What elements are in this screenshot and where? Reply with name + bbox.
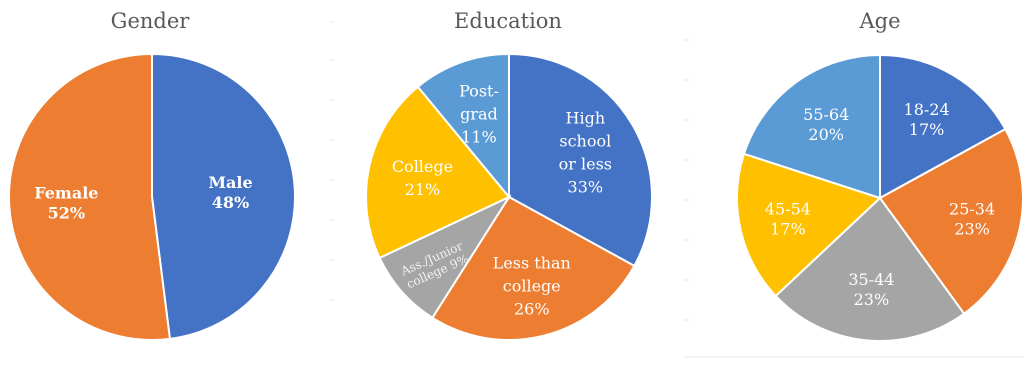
gender-slice-label-0: Male 48% (208, 173, 252, 212)
gender-pie: Male 48% Female 52% (8, 52, 296, 341)
age-chart-title: Age (858, 9, 900, 33)
age-slice-2 (774, 196, 966, 342)
education-slice-2 (378, 194, 512, 320)
age-slice-1 (878, 127, 1024, 316)
gender-slice-1 (8, 52, 172, 341)
gender-chart-title: Gender (111, 9, 191, 33)
age-pie: 18-24 17% 25-34 23% 35-44 23% 45-54 17% 55-64 20% (736, 53, 1024, 342)
education-slice-0 (508, 52, 653, 268)
education-slice-1 (430, 195, 636, 341)
education-chart-title: Education (454, 9, 562, 33)
education-slice-4 (416, 52, 510, 200)
age-slice-label-3: 45-54 17% (765, 200, 811, 239)
age-slice-0 (879, 53, 1007, 200)
age-slice-label-0: 18-24 17% (904, 100, 950, 139)
education-pie: High school or less 33%Less than college 26%A… (365, 52, 653, 341)
gender-slice-0 (151, 52, 296, 340)
education-slice-3 (365, 85, 511, 260)
age-slice-label-1: 25-34 23% (949, 200, 995, 239)
age-slice-4 (742, 53, 881, 200)
age-slice-label-4: 55-64 20% (803, 105, 849, 144)
gender-slice-label-1: Female 52% (34, 183, 98, 222)
education-slice-label-4: Post-grad 11% (459, 82, 499, 147)
education-slice-label-0: High school or less 33% (559, 108, 612, 196)
age-slice-label-2: 35-44 23% (848, 270, 894, 309)
education-slice-label-1: Less than college 26% (493, 254, 571, 319)
education-slice-label-3: College 21% (392, 157, 453, 199)
faint-ticks (330, 21, 1024, 358)
age-slice-3 (736, 152, 882, 298)
